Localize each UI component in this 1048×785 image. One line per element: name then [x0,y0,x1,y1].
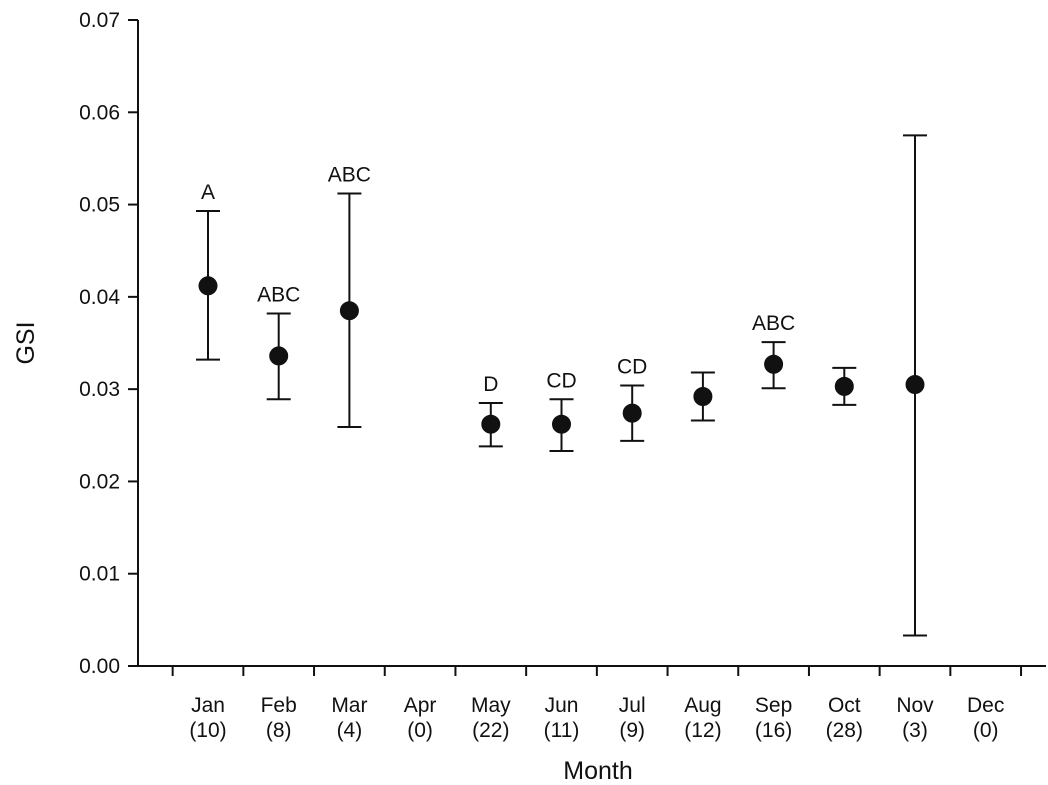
x-tick-label-month: Jun [545,694,579,717]
x-tick-label-count: (4) [337,719,363,742]
point-group: D [478,373,503,448]
point-group [690,371,715,422]
x-tick-label-count: (0) [973,719,999,742]
group-letter-label: ABC [257,283,300,306]
x-tick-label-count: (9) [619,719,645,742]
y-tick-label: 0.00 [79,655,120,678]
data-point [834,376,854,396]
data-point [622,403,642,423]
x-tick-label-count: (28) [826,719,863,742]
y-tick-label: 0.04 [79,286,120,309]
group-letter-label: ABC [328,163,371,186]
data-point [764,354,784,374]
x-tick-label-count: (10) [189,719,226,742]
group-letter-label: D [483,373,498,396]
x-tick-label-month: Dec [967,694,1004,717]
group-letter-label: CD [546,369,576,392]
x-tick-label-month: Jul [619,694,646,717]
data-point [552,414,571,434]
y-axis: 0.00 0.01 0.02 0.03 0.04 0.05 0.06 0.07 [79,9,138,678]
x-axis: Jan(10)Feb(8)Mar(4)Apr(0)May(22)Jun(11)J… [171,666,1023,742]
x-tick-label-month: Jan [191,694,225,717]
y-axis-title: GSI [12,321,40,364]
point-group: CD [617,355,647,442]
x-tick-label-count: (16) [755,719,792,742]
x-tick-label-month: Apr [404,694,437,717]
data-point [905,375,925,395]
x-tick-label-count: (22) [472,719,509,742]
x-tick-label-count: (3) [902,719,928,742]
point-group [903,134,927,637]
data-point [693,387,713,407]
y-tick-label: 0.05 [79,194,120,217]
x-tick-label-month: May [471,694,511,717]
x-tick-label-count: (12) [684,719,721,742]
x-tick-label-month: Feb [261,694,297,717]
data-point [269,346,289,366]
point-group [832,366,857,406]
x-tick-label-count: (11) [544,719,580,742]
y-tick-label: 0.02 [79,470,120,493]
data-point [198,276,218,296]
x-tick-label-count: (8) [266,719,292,742]
plot-frame [137,20,1046,667]
y-tick-label: 0.03 [79,378,120,401]
x-tick-label-month: Sep [755,694,792,717]
point-group: CD [546,369,577,452]
point-group: ABC [752,312,795,390]
data-point [481,414,501,434]
y-tick-label: 0.01 [79,563,120,586]
x-tick-label-month: Nov [896,694,934,717]
x-tick-label-month: Mar [331,694,367,717]
group-letter-label: CD [617,355,647,378]
group-letter-label: ABC [752,312,795,335]
x-tick-label-month: Oct [828,694,861,717]
x-tick-label-month: Aug [684,694,721,717]
y-tick-label: 0.07 [79,9,120,32]
data-point [339,301,359,321]
data-marks: A ABC ABC D CD CD ABC [196,134,927,637]
x-axis-title: Month [563,757,632,785]
group-letter-label: A [201,181,215,204]
point-group: ABC [328,163,371,428]
point-group: A [196,181,220,361]
point-group: ABC [257,283,300,401]
x-tick-label-count: (0) [407,719,433,742]
y-tick-label: 0.06 [79,101,120,124]
